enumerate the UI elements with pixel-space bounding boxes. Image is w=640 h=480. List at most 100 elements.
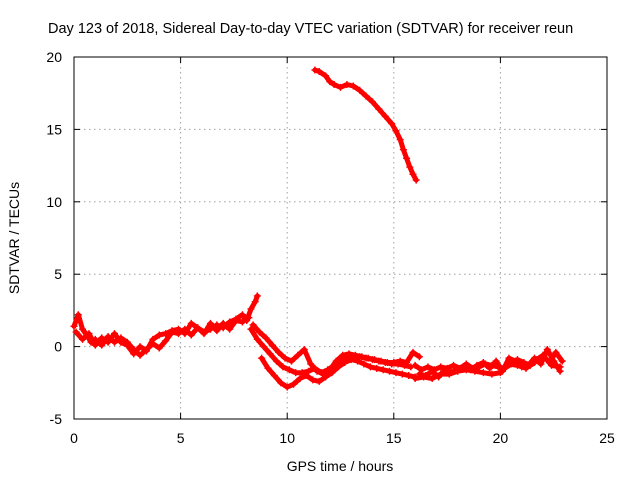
x-tick-label-0: 0: [70, 430, 78, 446]
data-point-tail-upper-21: [545, 359, 553, 367]
data-point-branch-middle-19: [368, 356, 376, 364]
grid: [74, 57, 607, 419]
data-point-branch-middle-2: [260, 343, 268, 351]
data-point-high-arc-15: [396, 136, 404, 144]
data-point-branch-lower-9: [315, 377, 323, 385]
data-point-band-a-16: [162, 337, 170, 345]
data-point-tail-19: [537, 360, 545, 368]
series-branch-middle: [247, 325, 415, 377]
data-point-band-a-8: [111, 338, 119, 346]
data-point-branch-lower-6: [296, 374, 304, 382]
x-tick-label-10: 10: [279, 430, 295, 446]
plot-frame: [73, 56, 608, 420]
data-point-tail-lower-10: [496, 369, 504, 377]
data-point-branch-lower-5: [290, 380, 298, 388]
data-point-tail-upper-17: [520, 359, 528, 367]
x-tick-label-15: 15: [386, 430, 402, 446]
data-point-high-arc-20: [412, 176, 420, 184]
data-point-branch-upper-1: [255, 328, 263, 336]
data-point-band-b-21: [206, 319, 214, 327]
data-point-tail-lower-9: [488, 370, 496, 378]
data-point-tail-upper-16: [513, 356, 521, 364]
x-axis-label: GPS time / hours: [287, 458, 394, 474]
data-point-tail-upper-14: [501, 364, 509, 372]
series-high-arc: [311, 66, 420, 184]
y-tick-label--5: -5: [50, 411, 63, 427]
data-point-branch-lower-17: [366, 363, 374, 371]
data-point-band-a-30: [247, 305, 255, 313]
data-point-band-b-2: [85, 330, 93, 338]
data-point-band-a-20: [187, 331, 195, 339]
data-point-band-b-18: [187, 319, 195, 327]
y-tick-label-5: 5: [54, 266, 62, 282]
data-point-branch-lower-16: [360, 360, 368, 368]
data-point-high-arc-6: [343, 81, 351, 89]
data-point-high-arc-10: [368, 98, 376, 106]
data-point-branch-lower-14: [347, 356, 355, 364]
data-points: [70, 66, 566, 391]
data-point-band-b-6: [111, 330, 119, 338]
data-point-high-arc-13: [388, 120, 396, 128]
data-point-tail-upper-10: [475, 363, 483, 371]
data-point-high-arc-17: [403, 154, 411, 162]
x-tick-label-5: 5: [177, 430, 185, 446]
data-point-tail-upper-8: [462, 360, 470, 368]
data-point-tail-upper-19: [533, 356, 541, 364]
data-point-branch-lower-10: [322, 373, 330, 381]
data-point-branch-lower-15: [354, 357, 362, 365]
data-point-band-b-5: [104, 338, 112, 346]
data-point-branch-middle-17: [356, 353, 364, 361]
data-point-branch-lower-21: [392, 369, 400, 377]
data-point-band-a-2: [79, 325, 87, 333]
data-point-branch-lower-18: [373, 364, 381, 372]
data-point-branch-upper-8: [300, 345, 308, 353]
data-point-high-arc-16: [399, 146, 407, 154]
data-point-high-arc-3: [326, 78, 334, 86]
y-tick-label-15: 15: [46, 121, 62, 137]
data-point-band-a-28: [238, 311, 246, 319]
series-trace-band-b: [73, 315, 252, 357]
data-point-tail-lower-1: [420, 373, 428, 381]
data-point-high-arc-19: [409, 170, 417, 178]
series-branch-lower: [258, 354, 419, 391]
data-point-branch-upper-3: [268, 341, 276, 349]
data-point-tail-lower-3: [437, 370, 445, 378]
data-point-branch-lower-0: [258, 354, 266, 362]
data-point-branch-lower-19: [379, 366, 387, 374]
data-point-tail-upper-22: [552, 348, 560, 356]
data-point-branch-lower-2: [270, 372, 278, 380]
data-point-band-a-1: [74, 311, 82, 319]
y-tick-label-0: 0: [54, 339, 62, 355]
data-point-band-b-13: [155, 331, 163, 339]
data-point-tail-upper-23: [558, 357, 566, 365]
data-point-branch-middle-23: [394, 360, 402, 368]
data-point-branch-middle-11: [317, 369, 325, 377]
data-point-branch-middle-1: [253, 335, 261, 343]
data-point-branch-lower-11: [328, 369, 336, 377]
data-point-branch-lower-7: [302, 372, 310, 380]
data-point-high-arc-9: [362, 92, 370, 100]
data-point-band-a-6: [98, 341, 106, 349]
data-point-branch-middle-6: [285, 366, 293, 374]
data-point-band-b-14: [162, 330, 170, 338]
data-point-branch-lower-20: [386, 367, 394, 375]
data-point-band-a-32: [253, 292, 261, 300]
data-point-band-b-24: [226, 325, 234, 333]
data-point-tail-lower-4: [445, 370, 453, 378]
data-point-tail-upper-1: [418, 366, 426, 374]
data-point-branch-middle-24: [400, 361, 408, 369]
data-point-branch-middle-22: [388, 360, 396, 368]
series-band-b: [72, 314, 253, 358]
data-point-tail-upper-2: [424, 363, 432, 371]
data-point-branch-middle-10: [311, 364, 319, 372]
data-point-branch-lower-3: [277, 379, 285, 387]
data-point-band-b-1: [79, 335, 87, 343]
data-point-branch-upper-9: [307, 360, 315, 368]
data-point-band-b-22: [213, 327, 221, 335]
data-point-tail-upper-7: [456, 364, 464, 372]
data-point-branch-upper-5: [281, 354, 289, 362]
axis-ticks: 0 5 10 15 20 25 -5 0 5 10 15 20: [46, 49, 615, 446]
data-point-tail-upper-15: [507, 360, 515, 368]
